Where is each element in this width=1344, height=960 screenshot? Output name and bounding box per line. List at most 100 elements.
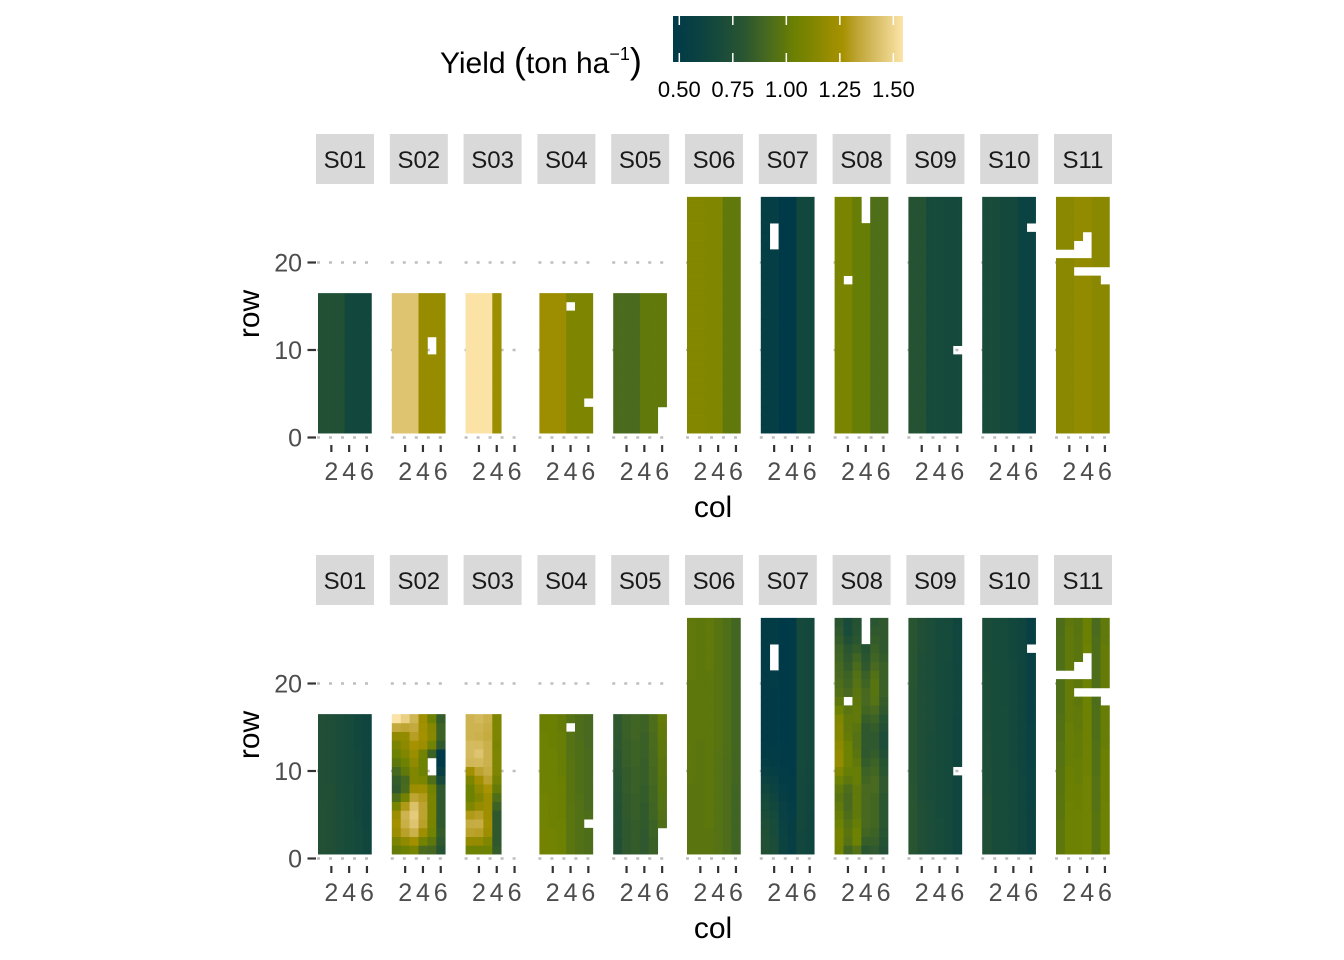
heatmap-tile xyxy=(566,819,576,829)
heatmap-tile xyxy=(834,679,844,689)
heatmap-tile xyxy=(622,766,632,776)
heatmap-tile xyxy=(326,319,337,329)
heatmap-tile xyxy=(760,328,771,338)
heatmap-tile xyxy=(944,301,954,311)
heatmap-tile xyxy=(722,319,732,329)
heatmap-tile xyxy=(926,740,936,750)
heatmap-tile xyxy=(391,336,402,346)
heatmap-tile xyxy=(787,749,797,759)
legend-label: 0.75 xyxy=(711,77,754,102)
heatmap-tile xyxy=(769,258,779,268)
heatmap-tile xyxy=(843,731,853,741)
heatmap-tile xyxy=(1017,415,1028,425)
heatmap-tile xyxy=(436,792,446,802)
heatmap-tile xyxy=(787,757,797,767)
heatmap-tile xyxy=(805,740,815,750)
heatmap-tile xyxy=(991,661,1001,671)
heatmap-tile xyxy=(796,293,806,303)
heatmap-tile xyxy=(852,635,862,645)
heatmap-tile xyxy=(908,249,918,259)
heatmap-tile xyxy=(713,644,723,654)
heatmap-tile xyxy=(1064,345,1075,355)
heatmap-tile xyxy=(575,749,585,759)
heatmap-tile xyxy=(944,661,954,671)
heatmap-tile xyxy=(1000,258,1010,268)
heatmap-tile xyxy=(991,354,1001,364)
heatmap-tile xyxy=(787,336,797,346)
heatmap-tile xyxy=(991,319,1001,329)
heatmap-tile xyxy=(400,784,410,794)
heatmap-tile xyxy=(474,731,484,741)
heatmap-tile xyxy=(1017,249,1028,259)
heatmap-tile xyxy=(400,810,410,820)
x-tick-label: 2 xyxy=(989,879,1003,907)
heatmap-tile xyxy=(1082,380,1092,390)
heatmap-tile xyxy=(760,705,771,715)
heatmap-tile xyxy=(1056,722,1066,732)
heatmap-tile xyxy=(805,301,815,311)
heatmap-tile xyxy=(687,380,697,390)
heatmap-tile xyxy=(796,214,806,224)
heatmap-tile xyxy=(852,722,862,732)
heatmap-tile xyxy=(713,380,723,390)
heatmap-tile xyxy=(796,406,806,416)
heatmap-tile xyxy=(687,345,697,355)
heatmap-tile xyxy=(908,389,918,399)
heatmap-tile xyxy=(687,705,697,715)
facet-strip xyxy=(906,134,965,184)
heatmap-tile xyxy=(583,415,594,425)
heatmap-tile xyxy=(908,275,918,285)
heatmap-tile xyxy=(657,319,667,329)
heatmap-tile xyxy=(834,810,844,820)
heatmap-tile xyxy=(409,810,419,820)
heatmap-tile xyxy=(704,275,715,285)
heatmap-tile xyxy=(834,644,844,654)
heatmap-tile xyxy=(622,301,632,311)
heatmap-tile xyxy=(787,617,797,627)
heatmap-tile xyxy=(362,827,372,837)
heatmap-tile xyxy=(713,319,723,329)
heatmap-tile xyxy=(944,836,954,846)
heatmap-tile xyxy=(843,406,853,416)
heatmap-tile xyxy=(687,626,697,636)
heatmap-tile xyxy=(566,731,576,741)
heatmap-tile xyxy=(944,749,954,759)
heatmap-tile xyxy=(1100,328,1110,338)
heatmap-tile xyxy=(583,801,594,811)
heatmap-tile xyxy=(713,354,723,364)
heatmap-tile xyxy=(834,722,844,732)
heatmap-tile xyxy=(557,819,567,829)
heatmap-tile xyxy=(952,635,963,645)
heatmap-tile xyxy=(1073,371,1084,381)
heatmap-tile xyxy=(326,389,337,399)
heatmap-tile xyxy=(436,371,446,381)
heatmap-tile xyxy=(1091,354,1101,364)
heatmap-tile xyxy=(1082,258,1092,268)
heatmap-tile xyxy=(769,284,779,294)
facet-strip-label: S01 xyxy=(324,568,367,595)
heatmap-tile xyxy=(852,775,862,785)
heatmap-tile xyxy=(474,827,484,837)
heatmap-tile xyxy=(713,705,723,715)
heatmap-tile xyxy=(982,810,992,820)
heatmap-tile xyxy=(778,371,788,381)
heatmap-tile xyxy=(1091,398,1101,408)
heatmap-tile xyxy=(1073,792,1084,802)
heatmap-tile xyxy=(760,775,771,785)
heatmap-tile xyxy=(657,301,667,311)
heatmap-tile xyxy=(687,757,697,767)
heatmap-tile xyxy=(613,406,623,416)
heatmap-tile xyxy=(805,784,815,794)
x-tick-label: 6 xyxy=(877,458,891,486)
heatmap-tile xyxy=(1064,398,1075,408)
heatmap-tile xyxy=(713,266,723,276)
heatmap-tile xyxy=(952,389,963,399)
heatmap-tile xyxy=(400,731,410,741)
heatmap-tile xyxy=(787,240,797,250)
heatmap-tile xyxy=(908,626,918,636)
heatmap-tile xyxy=(861,749,871,759)
heatmap-tile xyxy=(769,196,779,206)
heatmap-tile xyxy=(787,266,797,276)
heatmap-tile xyxy=(436,740,446,750)
